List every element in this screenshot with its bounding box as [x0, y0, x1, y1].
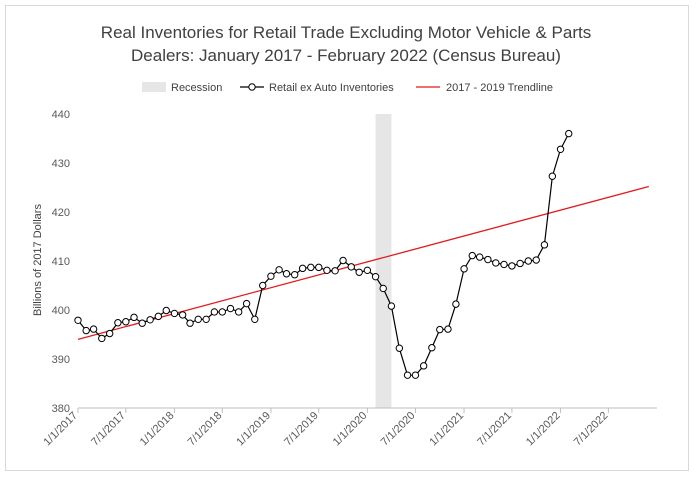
inventories-point	[114, 319, 122, 327]
y-axis-title: Billions of 2017 Dollars	[32, 204, 44, 316]
trendline	[77, 185, 649, 341]
chart-title-line-1: Real Inventories for Retail Trade Exclud…	[101, 23, 591, 42]
inventories-point	[82, 326, 90, 335]
y-tick-label: 400	[52, 305, 70, 317]
y-tick-label: 440	[52, 109, 70, 121]
inventories-point	[186, 319, 194, 327]
inventories-point	[524, 257, 533, 265]
inventories-point	[298, 264, 307, 273]
inventories-point	[122, 318, 130, 326]
inventories-point	[290, 271, 299, 279]
y-tick-label: 380	[52, 403, 70, 415]
inventories-point	[218, 308, 226, 316]
inventories-point	[540, 241, 549, 249]
y-tick-label: 420	[52, 207, 70, 219]
inventories-point	[331, 267, 339, 275]
inventories-point	[556, 145, 565, 153]
inventories-point	[347, 263, 355, 271]
recession-band-layer	[375, 114, 392, 408]
inventories-point	[500, 260, 508, 269]
inventories-point	[475, 253, 484, 261]
inventories-point	[468, 251, 476, 260]
inventories-point	[202, 315, 210, 324]
inventories-point	[251, 315, 259, 324]
inventories-point	[355, 268, 363, 276]
inventories-point	[371, 272, 380, 281]
inventories-point	[508, 262, 516, 270]
inventories-point	[395, 344, 404, 352]
inventories-point	[419, 362, 428, 370]
x-tick-label: 7/1/2021	[475, 410, 514, 449]
trendline-layer	[77, 185, 649, 341]
x-tick-label: 7/1/2022	[572, 410, 611, 449]
inventories-point	[226, 304, 235, 313]
inventories-point	[428, 344, 436, 352]
inventories-point	[282, 270, 291, 278]
inventories-point	[460, 265, 468, 273]
y-tick-label: 410	[52, 256, 70, 268]
inventories-point	[210, 308, 219, 316]
inventories-point	[411, 371, 420, 379]
inventories-point	[548, 172, 557, 180]
inventories-point	[492, 259, 500, 267]
inventories-point	[162, 306, 170, 315]
inventories-point	[565, 129, 573, 138]
inventories-point	[379, 284, 387, 293]
x-tick-label: 7/1/2019	[282, 410, 321, 449]
inventories-point	[339, 256, 347, 265]
inventories-point	[194, 315, 202, 324]
x-tick-label: 7/1/2020	[379, 410, 418, 449]
inventories-point	[106, 329, 114, 338]
inventories-point	[387, 302, 396, 310]
legend-recession-label: Recession	[171, 82, 222, 94]
inventories-point	[130, 313, 138, 322]
inventories-point	[484, 255, 492, 264]
x-tick-label: 7/1/2018	[186, 410, 225, 449]
inventories-point	[154, 312, 163, 321]
inventories-point	[259, 281, 267, 290]
inventories-line	[77, 133, 570, 376]
inventories-point	[516, 259, 524, 268]
inventories-point	[532, 256, 540, 264]
inventories-point	[307, 263, 315, 272]
inventories-point	[436, 325, 444, 334]
inventories-point	[363, 266, 372, 275]
x-tick-label: 7/1/2017	[89, 410, 128, 449]
x-tick-label: 1/1/2019	[234, 410, 273, 449]
x-tick-label: 1/1/2022	[524, 410, 563, 449]
inventories-point	[267, 272, 275, 280]
inventories-point	[146, 316, 154, 324]
x-tick-label: 1/1/2017	[41, 410, 80, 449]
axes: 380 390 400 410 420 430 440 1/1/2017 7/1/2017 1/1…	[41, 109, 657, 448]
y-tick-label: 390	[52, 354, 70, 366]
legend-trendline-label: 2017 - 2019 Trendline	[446, 82, 553, 94]
inventories-point	[323, 266, 331, 275]
inventories-point	[234, 308, 243, 316]
inventories-point	[170, 309, 179, 318]
inventories-point	[403, 371, 412, 379]
x-tick-label: 1/1/2020	[331, 410, 370, 449]
inventories-point	[138, 319, 146, 327]
recession-band	[375, 114, 392, 408]
x-tick-label: 1/1/2018	[138, 410, 177, 449]
y-tick-label: 430	[52, 158, 70, 170]
inventories-point	[74, 316, 82, 324]
chart-title-line-2: Dealers: January 2017 - February 2022 (C…	[131, 46, 561, 65]
x-tick-label: 1/1/2021	[427, 410, 466, 449]
inventories-point	[452, 300, 460, 308]
legend-recession-swatch	[142, 82, 166, 92]
inventories-point	[315, 263, 323, 272]
chart-frame	[5, 5, 689, 471]
inventories-point	[242, 299, 251, 308]
inventories-series-layer	[74, 129, 573, 379]
inventories-point	[275, 266, 283, 274]
legend-inventories-label: Retail ex Auto Inventories	[269, 82, 394, 94]
legend-inventories-marker	[248, 83, 256, 91]
inventories-point	[444, 325, 452, 333]
inventories-point	[178, 311, 187, 319]
inventories-point	[98, 334, 106, 343]
inventories-point	[89, 325, 98, 333]
legend: Recession Retail ex Auto Inventories 201…	[142, 82, 553, 94]
